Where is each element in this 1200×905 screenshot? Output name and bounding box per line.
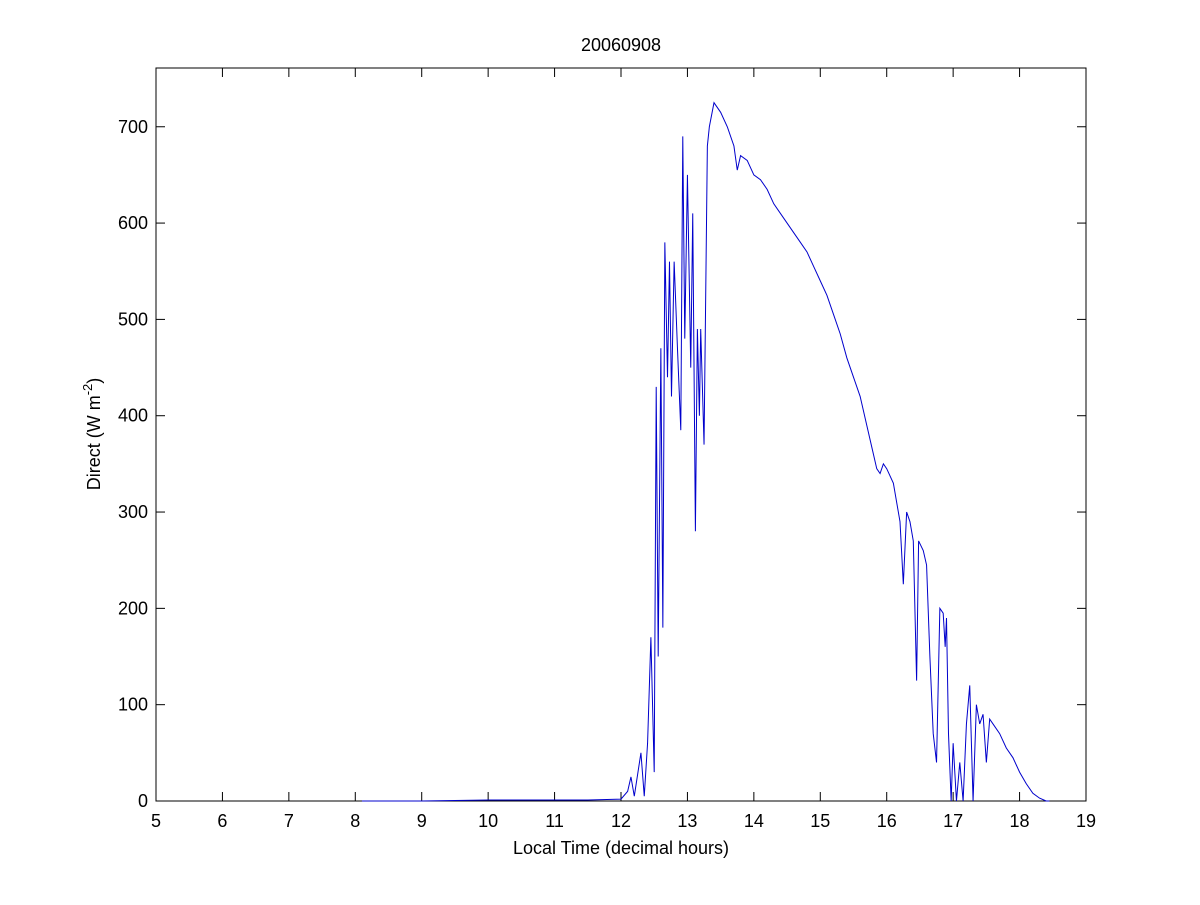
x-tick-label: 10 xyxy=(478,811,498,831)
y-label-sup: -2 xyxy=(80,384,95,396)
chart-title: 20060908 xyxy=(581,35,661,55)
x-axis-label: Local Time (decimal hours) xyxy=(513,838,729,858)
x-tick-label: 9 xyxy=(417,811,427,831)
x-tick-label: 6 xyxy=(217,811,227,831)
x-tick-label: 11 xyxy=(545,811,564,831)
y-tick-label: 300 xyxy=(118,502,148,522)
x-tick-label: 19 xyxy=(1076,811,1096,831)
x-tick-label: 16 xyxy=(877,811,897,831)
x-tick-label: 14 xyxy=(744,811,764,831)
data-line xyxy=(361,101,1050,802)
x-tick-label: 7 xyxy=(284,811,294,831)
y-label-end: ) xyxy=(84,378,104,384)
x-tick-label: 17 xyxy=(943,811,963,831)
y-tick-label: 400 xyxy=(118,406,148,426)
y-label-main: Direct (W m xyxy=(84,395,104,490)
y-tick-label: 200 xyxy=(118,598,148,618)
x-tick-label: 5 xyxy=(151,811,161,831)
x-tick-label: 15 xyxy=(810,811,830,831)
x-tick-label: 12 xyxy=(611,811,631,831)
x-tick-label: 13 xyxy=(677,811,697,831)
y-tick-label: 100 xyxy=(118,695,148,715)
y-tick-label: 500 xyxy=(118,309,148,329)
x-tick-label: 18 xyxy=(1010,811,1030,831)
y-tick-label: 0 xyxy=(138,791,148,811)
x-tick-label: 8 xyxy=(350,811,360,831)
y-axis-label: Direct (W m-2) xyxy=(80,378,104,491)
y-tick-label: 600 xyxy=(118,213,148,233)
y-tick-label: 700 xyxy=(118,117,148,137)
